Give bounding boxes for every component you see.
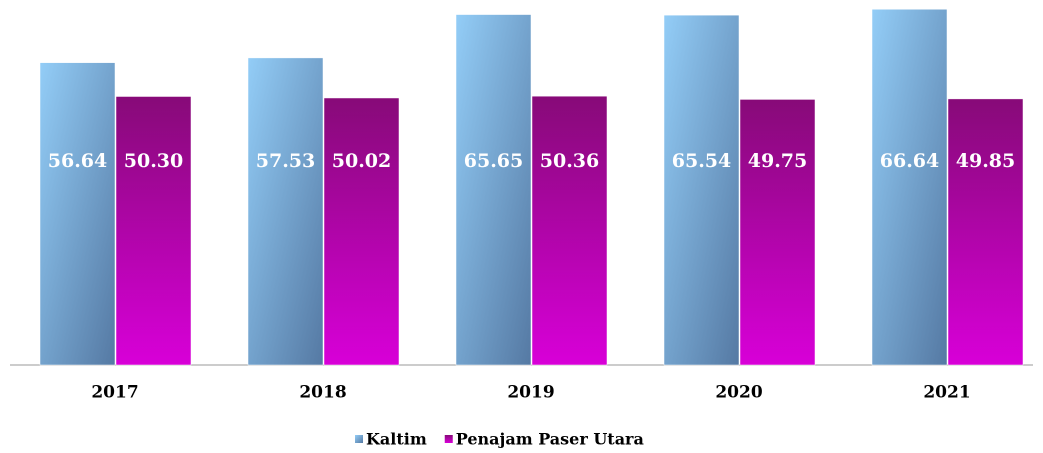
bar [115,96,192,366]
data-label: 56.64 [48,150,108,172]
data-label: 50.02 [332,150,392,172]
x-tick-label: 2017 [91,383,138,403]
bar [247,57,324,366]
bar [663,14,740,366]
legend-label: Penajam Paser Utara [456,430,644,449]
x-tick-label: 2019 [507,383,554,403]
data-label: 57.53 [256,150,316,172]
x-tick-label: 2018 [299,383,346,403]
data-label: 66.64 [880,150,940,172]
bar [947,98,1024,366]
bar [739,99,816,366]
legend-swatch [444,435,453,443]
data-label: 49.85 [956,150,1016,172]
bar [531,95,608,366]
data-label: 50.30 [124,150,184,172]
bar [323,97,400,366]
bar [455,14,532,366]
data-label: 65.54 [672,150,732,172]
bar [39,62,116,366]
bar [871,9,948,366]
data-label: 65.65 [464,150,524,172]
data-label: 49.75 [748,150,808,172]
legend-label: Kaltim [366,430,427,449]
x-tick-label: 2020 [715,383,762,403]
x-tick-label: 2021 [923,383,970,403]
legend-swatch [355,435,363,443]
data-label: 50.36 [540,150,600,172]
